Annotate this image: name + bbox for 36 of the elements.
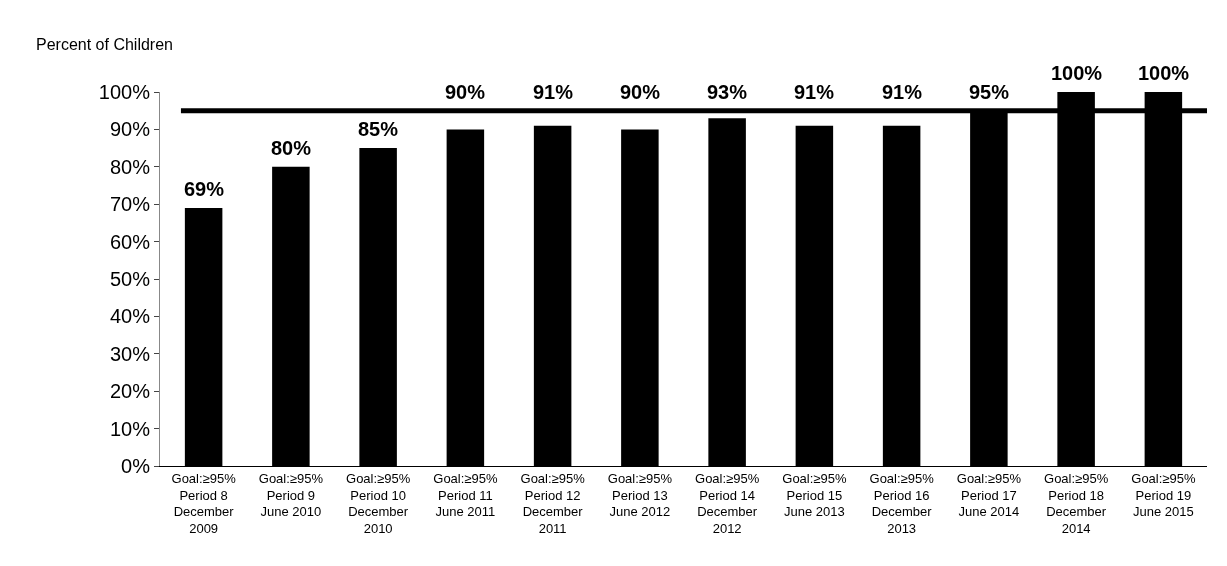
y-tick-label: 40% — [109, 305, 151, 328]
y-tick-label: 80% — [109, 155, 151, 178]
data-label: 90% — [620, 81, 661, 103]
y-tick-label: 0% — [121, 455, 151, 477]
x-tick-label: Goal:≥95% Period 9 June 2010 — [258, 470, 324, 520]
y-axis-title: Percent of Children — [36, 36, 173, 53]
x-tick-label: Goal:≥95% Period 12 December 2011 — [520, 470, 586, 537]
x-tick-label: Goal:≥95% Period 18 December 2014 — [1044, 470, 1109, 537]
data-label: 95% — [969, 81, 1010, 103]
data-label: 100% — [1138, 62, 1190, 84]
x-tick-label: Goal:≥95% Period 17 June 2014 — [956, 470, 1022, 520]
y-tick-label: 70% — [109, 193, 151, 216]
data-label: 69% — [184, 178, 225, 200]
y-tick-label: 100% — [98, 81, 151, 103]
y-tick-label: 20% — [109, 380, 151, 403]
data-label: 90% — [445, 81, 486, 103]
x-tick-label: Goal:≥95% Period 13 June 2012 — [607, 470, 673, 520]
data-label: 91% — [533, 81, 574, 103]
x-tick-label: Goal:≥95% Period 15 June 2013 — [782, 470, 847, 520]
x-tick-label: Goal:≥95% Period 19 June 2015 — [1131, 470, 1196, 520]
y-tick-label: 30% — [109, 342, 151, 365]
data-label: 100% — [1051, 62, 1103, 84]
x-tick-label: Goal:≥95% Period 10 December 2010 — [346, 470, 411, 537]
data-label: 91% — [882, 81, 923, 103]
y-tick-label: 90% — [109, 118, 151, 141]
data-label: 93% — [707, 81, 748, 103]
y-tick-label: 60% — [109, 230, 151, 253]
data-label: 80% — [271, 137, 312, 159]
y-tick-label: 10% — [109, 417, 151, 440]
x-tick-label: Goal:≥95% Period 16 December 2013 — [869, 470, 935, 537]
data-label: 91% — [794, 81, 835, 103]
data-label: 85% — [358, 118, 399, 140]
x-tick-label: Goal:≥95% Period 14 December 2012 — [695, 470, 760, 537]
x-tick-label: Goal:≥95% Period 8 December 2009 — [171, 470, 237, 537]
y-tick-label: 50% — [109, 268, 151, 290]
x-tick-label: Goal:≥95% Period 11 June 2011 — [433, 470, 498, 520]
